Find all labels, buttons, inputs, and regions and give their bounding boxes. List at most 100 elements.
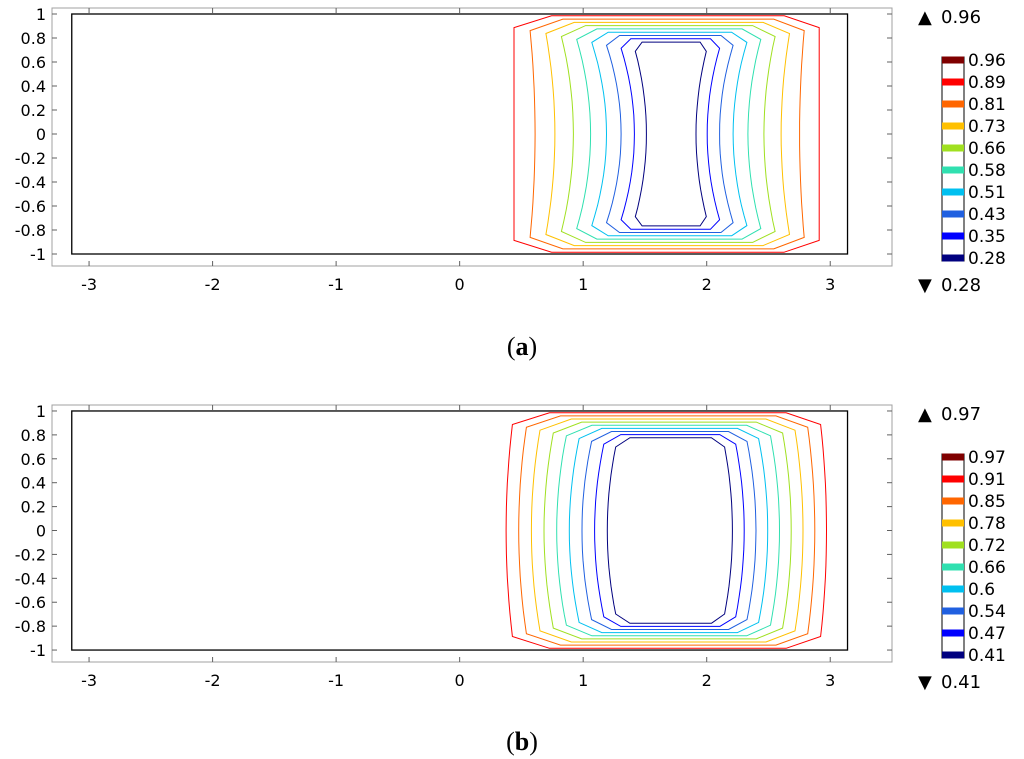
- contour-line: [560, 25, 776, 243]
- y-tick-label: 0.6: [21, 450, 46, 469]
- legend-label: 0.66: [968, 139, 1006, 159]
- legend-label: 0.72: [968, 536, 1006, 556]
- legend-swatch: [942, 563, 964, 571]
- x-tick-label: 0: [455, 275, 465, 294]
- y-tick-label: -0.2: [15, 149, 46, 168]
- contour-line: [529, 18, 805, 250]
- plot-frame: [51, 7, 893, 267]
- x-tick-label: -3: [81, 671, 97, 690]
- x-tick-label: 1: [578, 275, 588, 294]
- caption-close-paren: ): [529, 727, 538, 756]
- contour-line: [568, 427, 769, 634]
- caption-close-paren: ): [529, 332, 538, 361]
- y-tick-label: 0.8: [21, 426, 46, 445]
- contour-line: [605, 35, 734, 233]
- y-tick-label: -0.8: [15, 617, 46, 636]
- legend-label: 0.28: [968, 249, 1006, 269]
- legend-swatch: [942, 629, 964, 637]
- contour-line: [530, 418, 804, 643]
- x-tick-label: -1: [328, 275, 344, 294]
- contour-line: [545, 21, 791, 247]
- legend-label: 0.47: [968, 624, 1006, 644]
- min-value-label: 0.28: [941, 275, 981, 296]
- y-tick-label: -1: [30, 245, 46, 264]
- max-marker-icon: ▲: [918, 7, 932, 28]
- y-tick-label: 0.2: [21, 101, 46, 120]
- contour-line: [543, 421, 792, 640]
- legend-swatch: [942, 100, 964, 108]
- x-tick-label: 3: [825, 275, 835, 294]
- domain-boundary: [71, 410, 849, 651]
- legend-label: 0.51: [968, 183, 1006, 203]
- x-tick-label: 0: [455, 671, 465, 690]
- contour-line: [581, 431, 757, 630]
- x-tick-label: 1: [578, 671, 588, 690]
- y-tick-label: 0.4: [21, 77, 46, 96]
- x-tick-label: -1: [328, 671, 344, 690]
- legend-label: 0.54: [968, 602, 1006, 622]
- y-tick-label: 0: [36, 125, 46, 144]
- min-value-label: 0.41: [941, 672, 981, 693]
- legend-label: 0.73: [968, 117, 1006, 137]
- contour-line: [513, 15, 820, 253]
- contour-panel-b: -3 -2 -1 0 1 2 3 1 0.8 0.6 0.4 0.2 0 -0.2 -0.4 -0.6 -0.8…: [15, 402, 1006, 756]
- legend-swatch: [942, 144, 964, 152]
- legend-label: 0.81: [968, 95, 1006, 115]
- y-tick-label: -0.6: [15, 197, 46, 216]
- legend-swatch: [942, 453, 964, 461]
- legend-label: 0.6: [968, 580, 995, 600]
- legend-label: 0.43: [968, 205, 1006, 225]
- y-tick-label: 0: [36, 522, 46, 541]
- legend-label: 0.58: [968, 161, 1006, 181]
- panel-caption: (b): [506, 727, 538, 756]
- legend-swatch: [942, 56, 964, 64]
- caption-open-paren: (: [507, 332, 516, 361]
- min-marker-icon: ▼: [918, 275, 932, 296]
- y-tick-label: 0.8: [21, 29, 46, 48]
- legend-label: 0.78: [968, 514, 1006, 534]
- panel-caption: (a): [507, 332, 537, 361]
- y-tick-label: -0.2: [15, 545, 46, 564]
- legend-label: 0.85: [968, 492, 1006, 512]
- y-tick-label: -0.6: [15, 593, 46, 612]
- y-tick-label: -0.8: [15, 221, 46, 240]
- legend-box: [941, 56, 965, 262]
- x-tick-label: 3: [825, 671, 835, 690]
- x-tick-label: 2: [702, 671, 712, 690]
- plot-frame: [51, 404, 893, 663]
- contour-line: [576, 28, 762, 240]
- contour-line: [594, 434, 745, 627]
- legend-swatch: [942, 122, 964, 130]
- y-tick-label: 0.4: [21, 474, 46, 493]
- legend-label: 0.41: [968, 646, 1006, 666]
- max-value-label: 0.97: [941, 404, 981, 425]
- max-marker-icon: ▲: [918, 404, 932, 425]
- legend-label: 0.96: [968, 51, 1006, 71]
- x-tick-label: -2: [205, 671, 221, 690]
- caption-label: a: [516, 332, 529, 361]
- contour-line: [556, 424, 781, 637]
- contour-line: [620, 38, 721, 230]
- contour-line: [591, 31, 748, 237]
- contour-line: [634, 41, 707, 227]
- legend-swatch: [942, 651, 964, 659]
- legend-swatch: [942, 497, 964, 505]
- y-tick-label: -1: [30, 641, 46, 660]
- y-tick-label: 1: [36, 402, 46, 421]
- legend-swatch: [942, 519, 964, 527]
- legend-swatch: [942, 475, 964, 483]
- contour-panel-a: -3 -2 -1 0 1 2 3 1 0.8 0.6 0.4 0.2 0 -0.2 -0.4 -0.6 -0.8…: [15, 5, 1006, 361]
- contour-line: [606, 437, 733, 624]
- legend-swatch: [942, 232, 964, 240]
- contour-line: [505, 412, 828, 649]
- x-tick-label: 2: [702, 275, 712, 294]
- legend-swatch: [942, 585, 964, 593]
- legend-label: 0.66: [968, 558, 1006, 578]
- y-tick-label: 1: [36, 5, 46, 24]
- y-tick-label: 0.2: [21, 498, 46, 517]
- caption-open-paren: (: [506, 727, 515, 756]
- min-marker-icon: ▼: [918, 672, 932, 693]
- legend-swatch: [942, 166, 964, 174]
- domain-boundary: [71, 13, 849, 255]
